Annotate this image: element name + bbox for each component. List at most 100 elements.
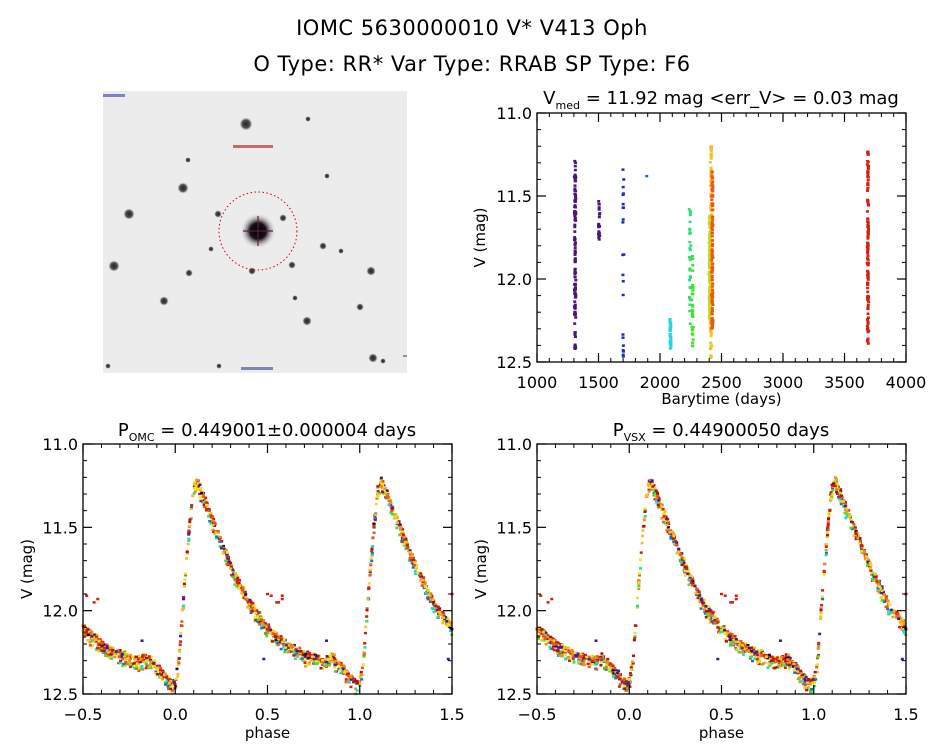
data-point	[365, 615, 369, 618]
data-point	[710, 285, 714, 288]
data-point	[774, 658, 778, 661]
data-point	[256, 616, 260, 619]
data-point	[710, 326, 714, 330]
data-point	[799, 671, 803, 674]
data-point	[885, 595, 889, 598]
data-point	[163, 683, 167, 686]
data-point	[277, 636, 281, 640]
data-point	[560, 643, 564, 647]
data-point	[254, 618, 258, 621]
data-point	[573, 159, 577, 163]
lightcurve-plot: Vmed = 11.92 mag <err_V> = 0.03 mag 1000…	[471, 88, 926, 408]
field-star	[108, 260, 120, 272]
data-point	[772, 657, 776, 661]
outlier-point	[729, 601, 733, 604]
data-point	[287, 651, 291, 654]
data-point	[552, 648, 556, 652]
data-point	[684, 574, 688, 577]
data-point	[737, 650, 741, 654]
data-point	[777, 666, 781, 669]
data-point	[710, 344, 714, 348]
data-point	[338, 663, 342, 667]
data-point	[741, 648, 745, 651]
field-star	[338, 248, 344, 254]
data-point	[824, 553, 828, 557]
data-point	[710, 226, 714, 229]
y-tick-label: 12.0	[42, 602, 78, 621]
data-point	[595, 668, 599, 671]
data-point	[637, 587, 641, 591]
data-point	[597, 230, 601, 233]
data-point	[193, 490, 197, 493]
data-point	[711, 219, 715, 222]
data-point	[669, 329, 673, 332]
data-point	[787, 667, 791, 671]
data-point	[691, 341, 695, 344]
data-point	[896, 612, 900, 615]
data-point	[621, 350, 625, 353]
data-point	[844, 503, 848, 507]
data-point	[544, 642, 548, 646]
data-point	[808, 682, 812, 686]
data-point	[631, 654, 635, 658]
data-point	[804, 675, 808, 679]
data-point	[728, 635, 732, 639]
data-point	[182, 582, 186, 586]
data-point	[363, 631, 367, 635]
data-point	[220, 540, 224, 543]
data-point	[212, 530, 216, 534]
data-point	[833, 479, 837, 483]
outlier-point	[734, 594, 738, 597]
data-point	[210, 519, 214, 522]
phase-vsx-points	[535, 476, 908, 694]
field-star	[356, 303, 364, 311]
data-point	[866, 232, 870, 236]
data-point	[641, 525, 645, 528]
data-point	[809, 690, 813, 694]
data-point	[612, 675, 616, 678]
data-point	[541, 630, 545, 634]
data-point	[666, 525, 670, 529]
data-point	[884, 605, 888, 609]
data-point	[540, 628, 544, 631]
data-point	[891, 608, 895, 612]
data-point	[779, 661, 783, 665]
data-point	[641, 534, 645, 538]
data-point	[298, 646, 302, 650]
data-point	[708, 266, 712, 270]
outlier-point	[546, 601, 550, 604]
data-point	[360, 666, 364, 670]
page-title: IOMC 5630000010 V* V413 Oph	[296, 16, 648, 40]
data-point	[751, 659, 755, 663]
data-point	[710, 322, 714, 326]
data-point	[248, 608, 252, 611]
data-point	[664, 515, 668, 519]
data-point	[734, 640, 738, 644]
data-point	[865, 557, 869, 561]
data-point	[573, 268, 577, 272]
data-point	[711, 190, 715, 193]
data-point	[884, 597, 888, 600]
data-point	[106, 646, 110, 649]
data-point	[411, 566, 415, 569]
data-point	[119, 653, 123, 656]
data-point	[155, 667, 159, 670]
data-point	[794, 662, 798, 666]
data-point	[573, 187, 577, 190]
data-point	[668, 334, 672, 337]
data-point	[573, 653, 577, 657]
data-point	[698, 600, 702, 604]
data-point	[552, 639, 556, 642]
data-point	[253, 616, 257, 620]
data-point	[118, 656, 122, 660]
data-point	[753, 657, 757, 660]
data-point	[157, 669, 161, 673]
data-point	[120, 655, 124, 658]
data-point	[704, 606, 708, 610]
data-point	[314, 659, 318, 663]
data-point	[716, 626, 720, 629]
data-point	[690, 344, 694, 348]
data-point	[786, 656, 790, 660]
data-point	[657, 496, 661, 499]
data-point	[122, 662, 126, 666]
